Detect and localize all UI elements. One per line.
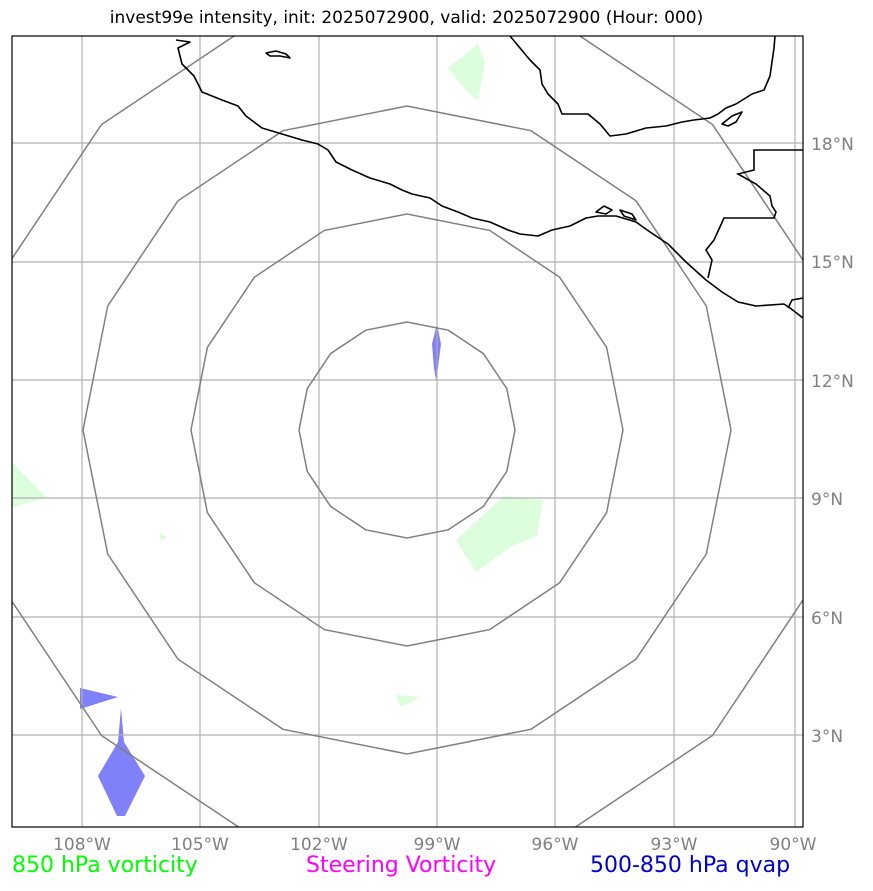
lat-label: 3°N: [811, 727, 843, 747]
qvap-area: [98, 708, 145, 816]
border-coast-east: [787, 297, 803, 309]
graticule: [12, 36, 803, 827]
inlet: [721, 111, 743, 127]
range-rings: [12, 36, 803, 827]
lon-label: 105°W: [171, 835, 229, 855]
map-title: invest99e intensity, init: 2025072900, v…: [109, 8, 704, 28]
legend-qvap: 500-850 hPa qvap: [590, 853, 791, 878]
lat-label: 12°N: [811, 372, 854, 392]
range-ring: [190, 213, 624, 647]
legend-850hpa-vorticity: 850 hPa vorticity: [12, 853, 198, 878]
vorticity-area: [396, 695, 421, 707]
qvap-area: [80, 688, 118, 709]
vorticity-area: [160, 533, 168, 540]
range-ring: [82, 105, 732, 755]
lon-label: 102°W: [290, 835, 348, 855]
mexico-coastline: [509, 36, 776, 137]
vorticity-area: [456, 496, 543, 572]
island: [265, 50, 291, 59]
border-mexico-guatemala: [705, 149, 803, 279]
lat-label: 18°N: [811, 135, 854, 155]
lat-labels: 18°N 15°N 12°N 9°N 6°N 3°N: [811, 135, 854, 747]
range-ring: [12, 36, 803, 827]
mexico-coastline: [175, 39, 803, 319]
coastline: [175, 36, 803, 319]
inlet: [595, 205, 613, 215]
lon-label: 90°W: [770, 835, 817, 855]
lat-label: 15°N: [811, 253, 854, 273]
lat-label: 6°N: [811, 609, 843, 629]
axes-frame: [11, 35, 804, 828]
legend-steering-vorticity: Steering Vorticity: [306, 853, 497, 878]
borders: [705, 149, 803, 309]
lon-labels: 108°W 105°W 102°W 99°W 96°W 93°W 90°W: [53, 835, 817, 855]
vorticity-area: [12, 462, 47, 507]
vorticity-area: [448, 44, 485, 101]
inlet: [619, 209, 637, 221]
lon-label: 93°W: [651, 835, 698, 855]
lon-label: 96°W: [532, 835, 579, 855]
lat-label: 9°N: [811, 490, 843, 510]
range-ring: [298, 321, 516, 539]
map-axes: [12, 36, 803, 827]
lon-label: 99°W: [414, 835, 461, 855]
vorticity-areas: [12, 44, 543, 707]
lon-label: 108°W: [53, 835, 111, 855]
